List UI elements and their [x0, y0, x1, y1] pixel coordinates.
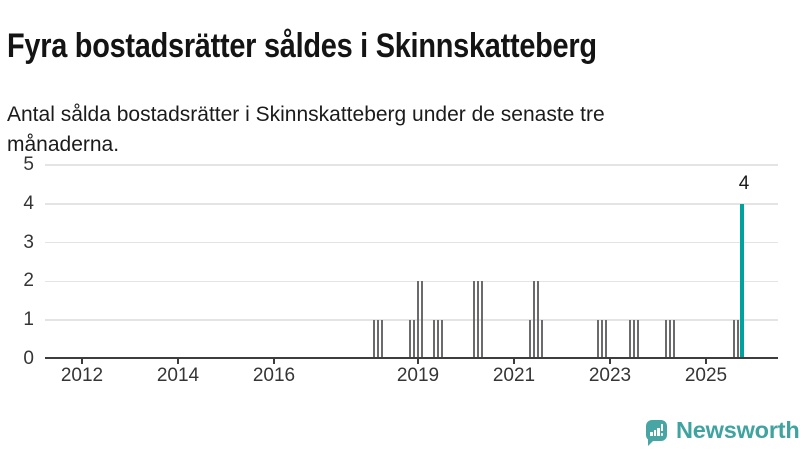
bar: [440, 320, 444, 357]
bar: [376, 320, 380, 357]
bar: [596, 320, 600, 357]
logo-bar-2: [653, 429, 657, 436]
y-tick-label: 2: [23, 270, 34, 292]
bar: [540, 320, 544, 357]
x-tick: [177, 359, 179, 364]
bar: [472, 281, 476, 357]
x-tick-label: 2021: [492, 365, 536, 386]
chart-plot: 0 1 2 3 4 5 4 2012 2014 2016 2019 2021 2023 2025: [0, 150, 800, 400]
gridline: [45, 164, 778, 166]
bar: [600, 320, 604, 357]
gridline: [45, 319, 778, 321]
logo-exclamation: [660, 424, 664, 432]
bar: [412, 320, 416, 357]
y-tick-label: 1: [23, 309, 34, 331]
bar: [736, 320, 740, 357]
highlight-bar: [740, 203, 744, 357]
subtitle-line-2: månaderna.: [7, 133, 120, 156]
gridline: [45, 280, 778, 283]
bar: [416, 281, 420, 357]
y-tick-label: 4: [23, 192, 34, 214]
bar: [480, 281, 484, 357]
x-tick-label: 2023: [588, 365, 632, 386]
bar: [672, 320, 676, 357]
bar: [432, 320, 436, 357]
logo-text: Newsworthy: [676, 417, 800, 443]
x-tick: [609, 359, 611, 364]
newsworthy-logo: Newsworthy: [646, 417, 800, 446]
x-axis-line: [45, 356, 778, 359]
subtitle-line-1: Antal sålda bostadsrätter i Skinnskatteb…: [7, 103, 605, 126]
bar: [408, 320, 412, 357]
highlight-value-label: 4: [738, 172, 750, 194]
x-tick: [81, 359, 83, 364]
bar: [380, 320, 384, 357]
x-tick-label: 2014: [156, 365, 200, 386]
bar: [420, 281, 424, 357]
bar: [372, 320, 376, 357]
page-title: Fyra bostadsrätter såldes i Skinnskatteb…: [7, 26, 597, 65]
y-tick-label: 3: [23, 231, 34, 253]
x-tick: [417, 359, 419, 364]
bar: [628, 320, 632, 357]
bar: [536, 281, 540, 357]
bar: [604, 320, 608, 357]
y-tick-label: 0: [23, 348, 34, 369]
bar: [668, 320, 672, 357]
gridline: [45, 203, 778, 205]
logo-bar-1: [650, 431, 653, 436]
bar: [436, 320, 440, 357]
x-tick-label: 2019: [396, 365, 440, 386]
bar: [528, 320, 532, 357]
bar: [732, 320, 736, 357]
bar: [664, 320, 668, 357]
x-tick: [273, 359, 275, 364]
logo-bar-3: [657, 427, 660, 436]
x-tick: [705, 359, 707, 364]
x-tick-label: 2016: [252, 365, 296, 386]
bar: [476, 281, 480, 357]
bar: [632, 320, 636, 357]
x-tick-label: 2025: [684, 365, 728, 386]
logo-exclamation-dot: [660, 433, 664, 436]
newsworthy-speech-bubble-bar-chart-icon: [646, 420, 667, 446]
x-tick-label: 2012: [60, 365, 104, 386]
bar: [532, 281, 536, 357]
chart-subtitle: Antal sålda bostadsrätter i Skinnskatteb…: [7, 100, 605, 160]
bar: [636, 320, 640, 357]
gridline: [45, 241, 778, 244]
x-tick: [513, 359, 515, 364]
y-tick-label: 5: [23, 154, 34, 175]
